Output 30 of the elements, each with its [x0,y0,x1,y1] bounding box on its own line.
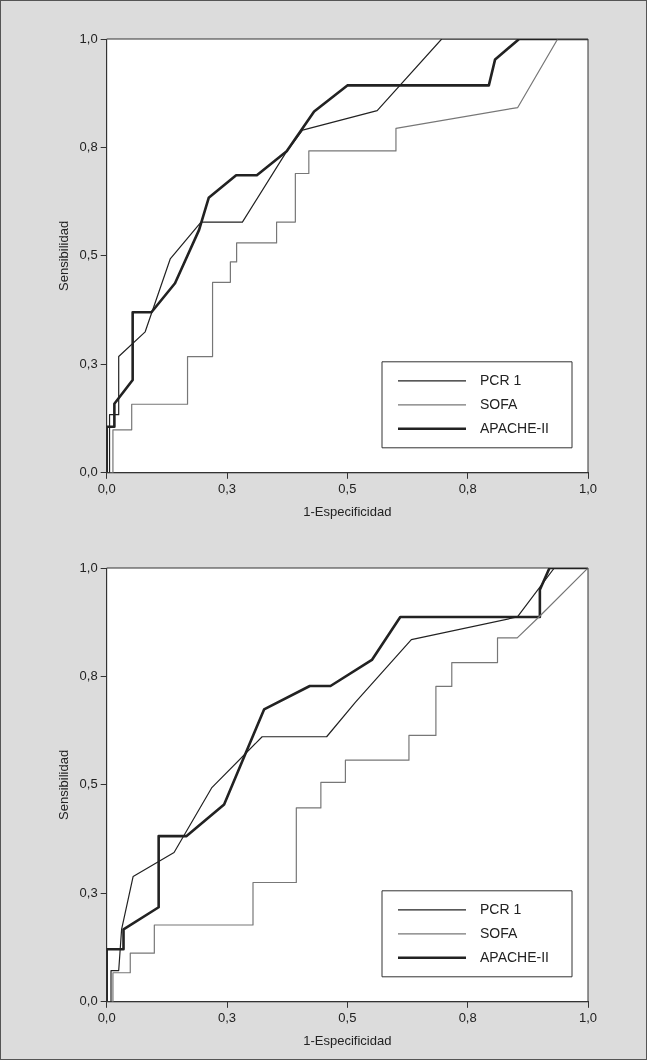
x-axis-title: 1-Especificidad [303,503,392,519]
x-tick-label: 1,0 [578,1010,598,1026]
legend-label: SOFA [480,924,519,941]
y-tick-label: 1,0 [79,30,98,46]
y-axis-title: Sensibilidad [56,220,72,291]
legend-label: SOFA [480,395,519,412]
y-tick-label: 0,3 [79,884,98,900]
y-tick-label: 0,5 [79,247,98,263]
legend-label: PCR 1 [480,900,522,917]
x-tick-label: 0,8 [458,1010,477,1026]
y-axis-title: Sensibilidad [56,749,72,820]
x-tick-label: 0,0 [97,481,116,497]
x-tick-label: 0,5 [338,481,357,497]
x-tick-label: 1,0 [578,481,598,497]
y-tick-label: 0,0 [79,464,98,480]
legend-label: APACHE-II [480,419,549,436]
y-tick-label: 0,5 [79,776,98,792]
y-tick-label: 1,0 [79,559,98,575]
x-tick-label: 0,0 [97,1010,116,1026]
y-tick-label: 0,8 [79,668,98,684]
legend-label: PCR 1 [480,371,522,388]
x-tick-label: 0,3 [217,481,237,497]
x-tick-label: 0,8 [458,481,477,497]
x-axis-title: 1-Especificidad [303,1032,392,1048]
y-tick-label: 0,8 [79,139,98,155]
y-tick-label: 0,0 [79,993,98,1009]
x-tick-label: 0,5 [338,1010,357,1026]
x-tick-label: 0,3 [217,1010,237,1026]
y-tick-label: 0,3 [79,355,98,371]
legend-label: APACHE-II [480,948,549,965]
